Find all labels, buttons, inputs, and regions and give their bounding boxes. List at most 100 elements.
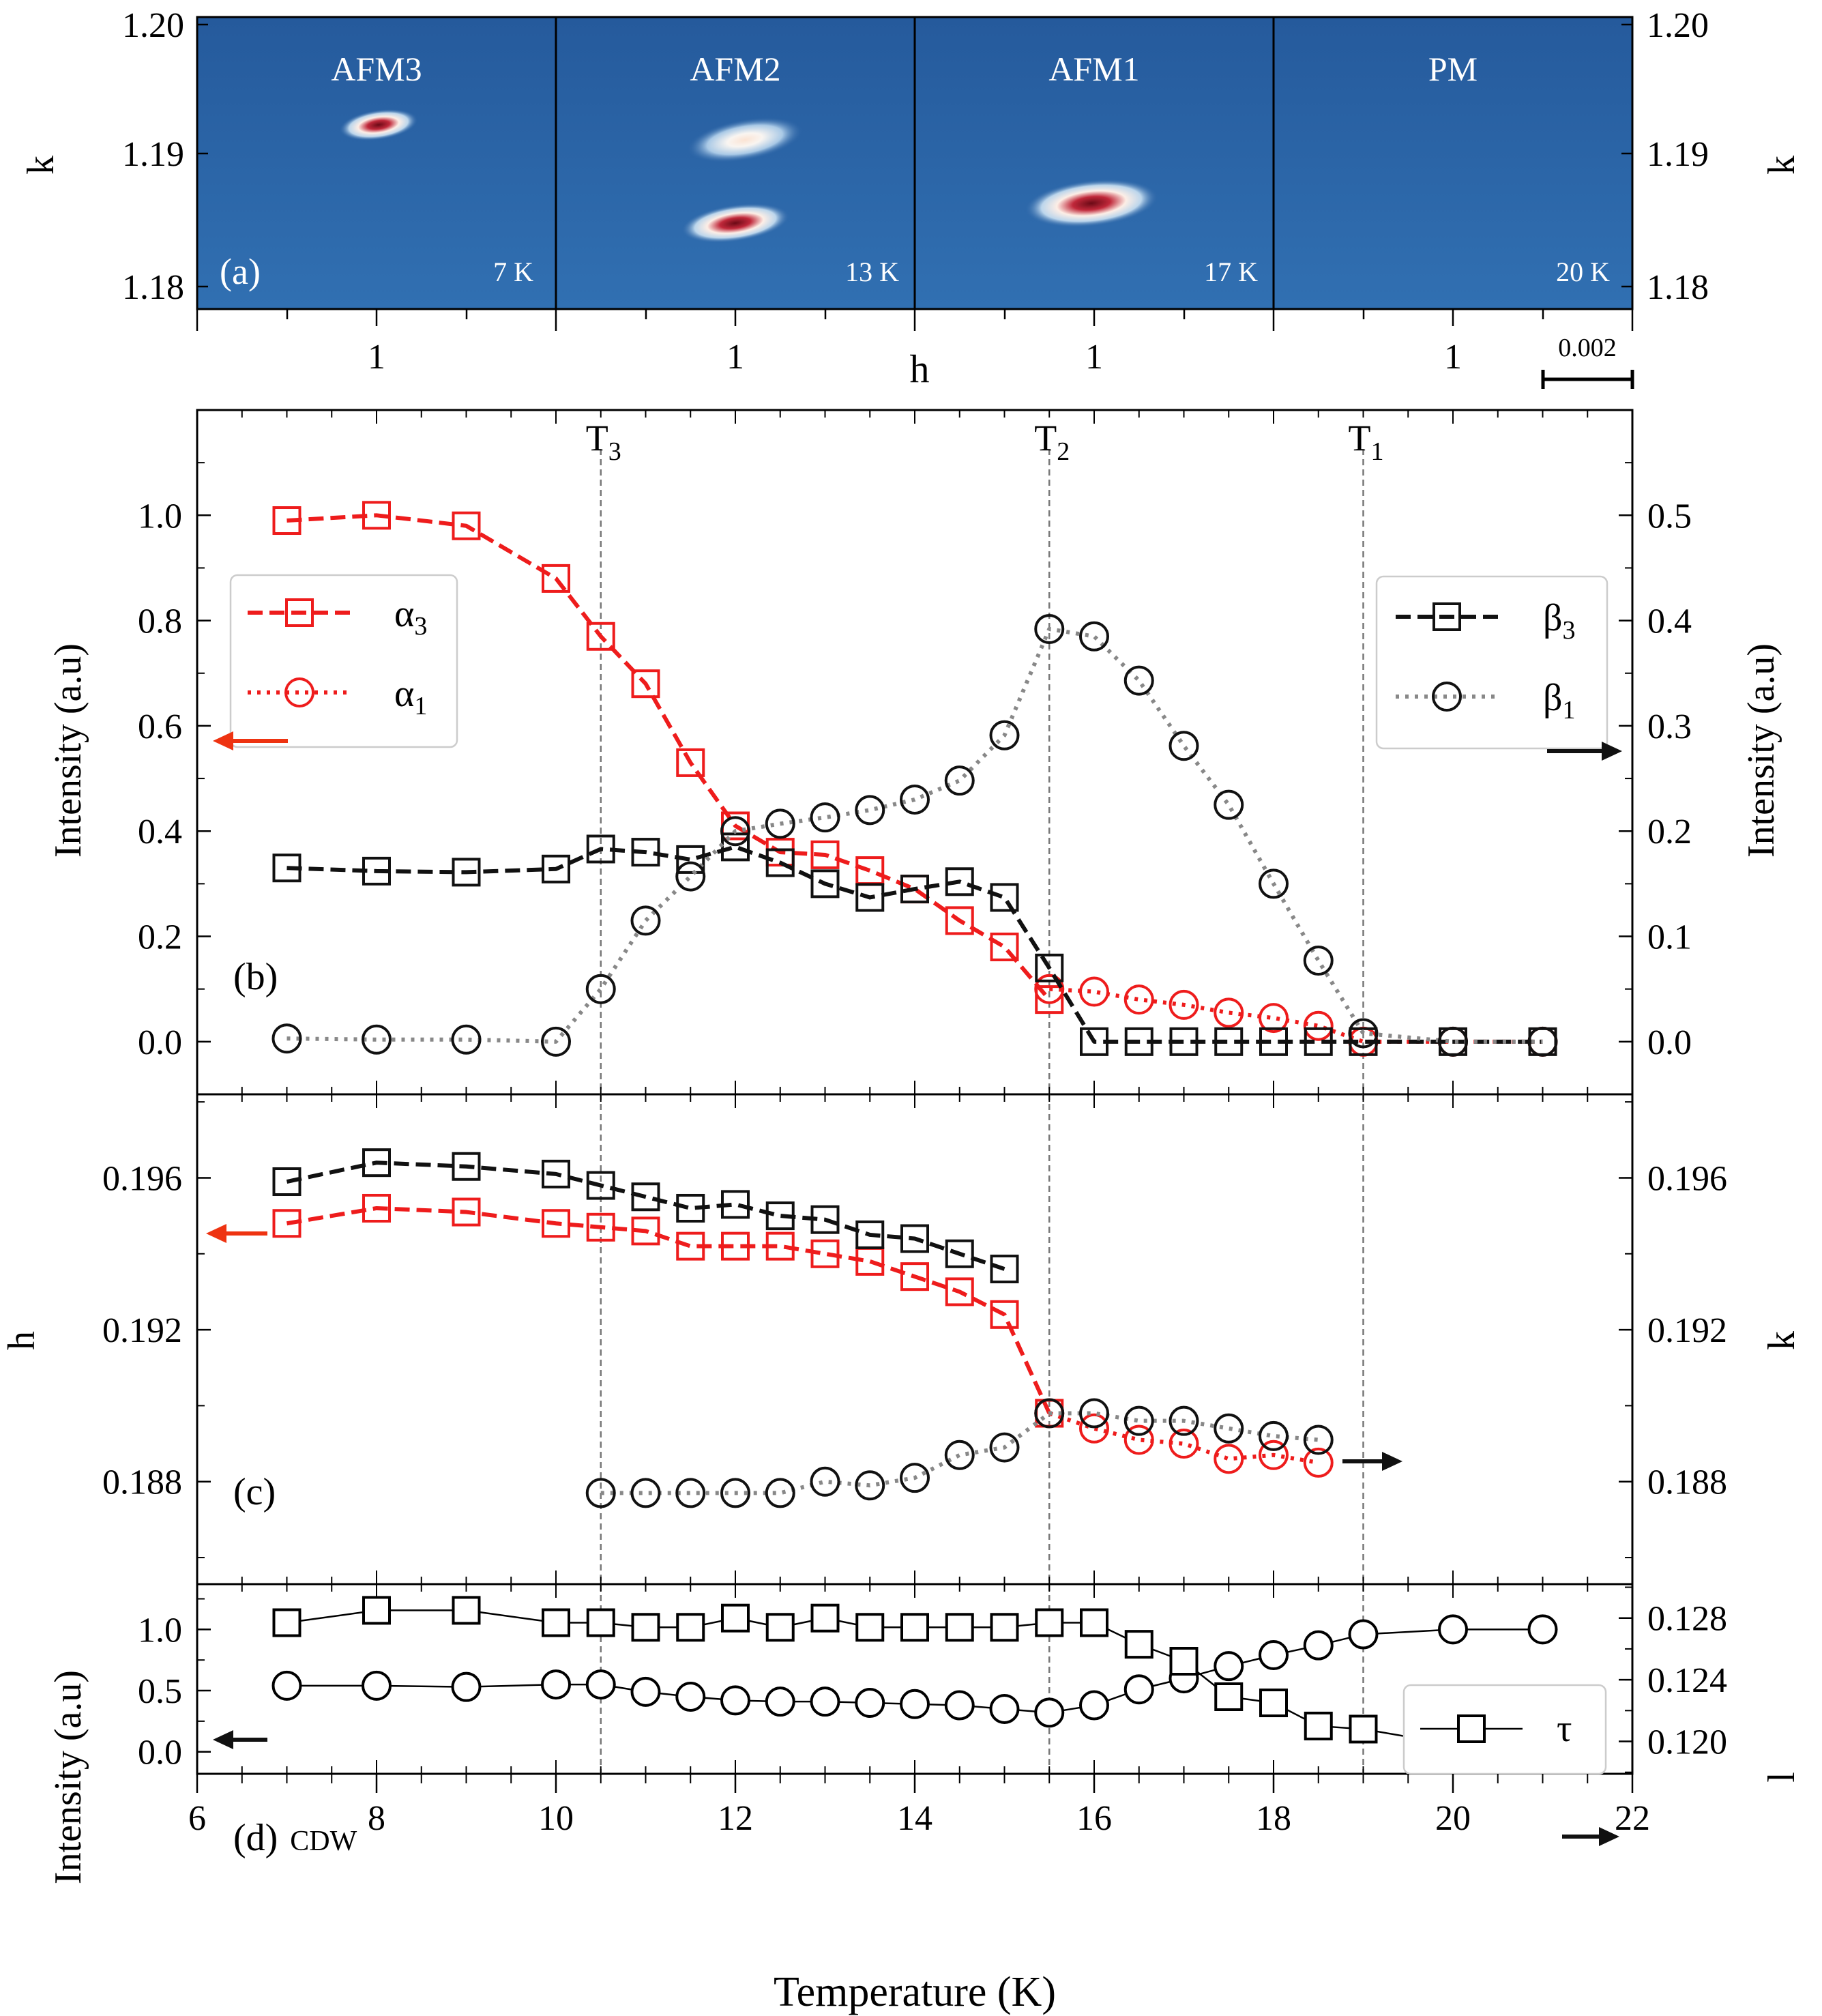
- y-tick-label-right: 0.128: [1647, 1600, 1727, 1639]
- panel-b-series: [271, 501, 1558, 1057]
- data-point-square: [810, 840, 840, 869]
- data-point-square: [1169, 1027, 1199, 1056]
- right-axis-arrow-icon: [1562, 1827, 1619, 1846]
- legend-beta: β3 β1: [1375, 575, 1608, 750]
- data-point-square: [945, 1277, 974, 1306]
- panel-d-right-ylabel: l: [1761, 1772, 1803, 1783]
- data-point-circle: [1123, 665, 1154, 696]
- data-point-square: [945, 1613, 974, 1642]
- data-point-square: [676, 1193, 705, 1223]
- data-point-circle: [1527, 1614, 1558, 1645]
- data-point-square: [990, 1255, 1019, 1284]
- data-point-square: [900, 1224, 929, 1253]
- data-point-square: [272, 1209, 302, 1238]
- y-tick-label-right: 0.5: [1647, 497, 1692, 536]
- data-point-square: [272, 853, 302, 883]
- h-tick-label: 1: [726, 338, 744, 377]
- data-point-circle: [1438, 1026, 1468, 1057]
- panel-d: 0.0 0.5 1.0 0.120 0.124 0.128 (d) CDW Intensit…: [47, 1584, 1803, 1884]
- series-line: [1048, 1411, 1319, 1465]
- y-tick-label-right: 0.196: [1647, 1159, 1727, 1198]
- data-point-square: [990, 883, 1019, 912]
- panel-c-letter: (c): [233, 1471, 276, 1513]
- y-tick-label-right: 0.1: [1647, 918, 1692, 957]
- data-point-circle: [855, 1470, 885, 1501]
- data-point-circle: [362, 1024, 392, 1055]
- data-point-circle: [362, 1670, 392, 1701]
- data-point-circle: [1079, 1690, 1109, 1721]
- data-point-square: [272, 1167, 302, 1197]
- x-tick-label: 22: [1615, 1799, 1650, 1838]
- panel-c-series: [272, 1148, 1334, 1508]
- h-tick-label: 1: [1085, 338, 1103, 377]
- data-point-square: [1304, 1027, 1333, 1056]
- data-point-circle: [1123, 1674, 1154, 1705]
- data-point-circle: [630, 905, 661, 936]
- data-point-square: [1035, 985, 1064, 1014]
- series-line: [286, 513, 1051, 1002]
- legend-circle-marker: [1432, 682, 1462, 712]
- left-axis-arrow-icon: [213, 1730, 267, 1749]
- x-tick-label: 18: [1256, 1799, 1291, 1838]
- legend-label-alpha3: α3: [394, 593, 427, 641]
- y-tick-label-left: 0.0: [138, 1023, 182, 1062]
- peak-afm3: [339, 108, 418, 141]
- y-tick-label-right: 0.4: [1647, 602, 1692, 641]
- data-point-circle: [1214, 1413, 1244, 1444]
- y-tick-label-right: 0.192: [1647, 1311, 1727, 1350]
- legend-square-marker: [285, 598, 314, 627]
- x-tick-label: 10: [538, 1799, 574, 1838]
- data-point-square: [676, 1613, 705, 1642]
- panel-b-left-ylabel: Intensity (a.u): [47, 643, 89, 858]
- data-point-square: [586, 1608, 615, 1637]
- legend-square-marker: [1432, 602, 1461, 631]
- data-point-circle: [1303, 1630, 1334, 1661]
- scale-bar-label: 0.002: [1558, 334, 1617, 362]
- panel-d-letter: (d) CDW: [233, 1817, 357, 1859]
- data-point-circle: [675, 1478, 706, 1508]
- panel-a-k-axis: [197, 23, 1632, 288]
- series-line: [286, 845, 1543, 1044]
- data-point-square: [765, 1231, 795, 1261]
- map-afm1: [915, 17, 1274, 309]
- data-point-square: [586, 834, 615, 864]
- data-point-square: [1259, 1027, 1288, 1056]
- data-point-circle: [944, 1690, 975, 1721]
- data-point-square: [452, 1197, 481, 1227]
- data-point-circle: [1123, 1405, 1154, 1436]
- legend-label-beta1: β1: [1543, 677, 1576, 725]
- y-tick-label-right: 0.2: [1647, 813, 1692, 851]
- data-point-square: [362, 1148, 391, 1178]
- data-point-circle: [675, 861, 706, 892]
- panel-c: 0.188 0.192 0.196 0.188 0.192 0.196 (c) h k: [1, 1094, 1803, 1584]
- data-point-circle: [765, 808, 795, 839]
- panel-a-h-axis: [196, 308, 1634, 331]
- data-point-square: [1259, 1689, 1288, 1718]
- panel-d-axes: 0.0 0.5 1.0 0.120 0.124 0.128: [138, 1584, 1727, 1774]
- data-point-circle: [271, 1670, 302, 1701]
- y-tick-label-right: 0.0: [1647, 1023, 1692, 1062]
- data-point-square: [900, 1262, 929, 1291]
- x-tick-label: 20: [1435, 1799, 1471, 1838]
- data-point-circle: [451, 1024, 482, 1055]
- data-point-circle: [1079, 1398, 1109, 1429]
- y-tick-label-left: 0.6: [138, 707, 182, 746]
- data-point-circle: [989, 1432, 1020, 1463]
- data-point-circle: [451, 1671, 482, 1702]
- data-point-square: [586, 1212, 615, 1242]
- data-point-circle: [810, 1466, 840, 1497]
- panel-d-left-ylabel: Intensity (a.u): [47, 1670, 89, 1884]
- data-point-square: [855, 1220, 885, 1249]
- data-point-circle: [1259, 1420, 1289, 1451]
- panel-c-left-ylabel: h: [1, 1331, 43, 1350]
- k-axis-label: k: [20, 156, 62, 175]
- data-point-square: [990, 1613, 1019, 1642]
- data-point-square: [765, 1613, 795, 1642]
- y-tick-label-right: 0.124: [1647, 1661, 1727, 1700]
- y-tick-label-left: 0.5: [138, 1672, 182, 1711]
- data-point-circle: [1214, 789, 1244, 820]
- y-tick-label-left: 1.0: [138, 497, 182, 536]
- data-point-square: [1035, 1608, 1064, 1637]
- y-tick-label-left: 0.188: [102, 1463, 182, 1502]
- data-point-circle: [1034, 1398, 1065, 1429]
